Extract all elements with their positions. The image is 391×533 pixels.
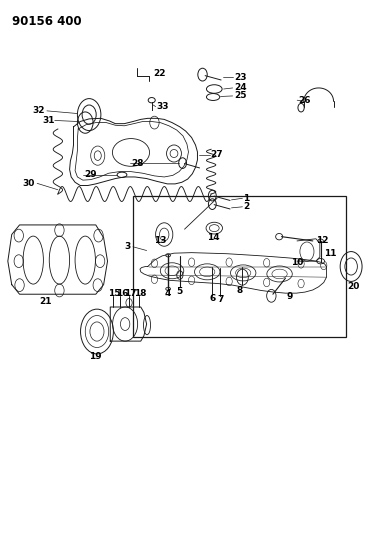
Text: 8: 8 xyxy=(237,286,243,295)
Text: 18: 18 xyxy=(134,289,147,297)
Text: 33: 33 xyxy=(156,102,169,111)
Text: 23: 23 xyxy=(234,73,246,82)
Text: 32: 32 xyxy=(32,107,45,115)
Text: 27: 27 xyxy=(210,150,223,159)
Text: 4: 4 xyxy=(165,289,171,298)
Text: 26: 26 xyxy=(298,96,310,104)
Text: 11: 11 xyxy=(325,249,337,257)
Bar xyxy=(133,196,346,337)
Text: 90156 400: 90156 400 xyxy=(12,15,81,28)
Text: 20: 20 xyxy=(347,282,359,291)
Text: 19: 19 xyxy=(89,352,102,360)
Text: 22: 22 xyxy=(153,69,166,78)
Text: 6: 6 xyxy=(210,294,216,303)
Text: 2: 2 xyxy=(243,203,249,211)
Text: 28: 28 xyxy=(131,159,143,167)
Text: 24: 24 xyxy=(234,84,246,92)
Text: 13: 13 xyxy=(154,237,167,245)
Text: 12: 12 xyxy=(316,237,328,245)
Text: 5: 5 xyxy=(177,287,183,296)
Text: 31: 31 xyxy=(42,116,55,125)
Text: 16: 16 xyxy=(116,289,128,297)
Text: 10: 10 xyxy=(291,258,304,266)
Text: 7: 7 xyxy=(217,295,224,304)
Text: 29: 29 xyxy=(84,171,97,179)
Text: 15: 15 xyxy=(108,289,120,297)
Text: 17: 17 xyxy=(124,289,137,297)
Text: 14: 14 xyxy=(207,233,220,241)
Ellipse shape xyxy=(317,259,325,264)
Text: 9: 9 xyxy=(286,292,292,301)
Text: 30: 30 xyxy=(23,179,35,188)
Text: 21: 21 xyxy=(39,297,52,305)
Text: 3: 3 xyxy=(124,243,131,251)
Text: 1: 1 xyxy=(243,194,249,203)
Text: 25: 25 xyxy=(234,92,246,100)
